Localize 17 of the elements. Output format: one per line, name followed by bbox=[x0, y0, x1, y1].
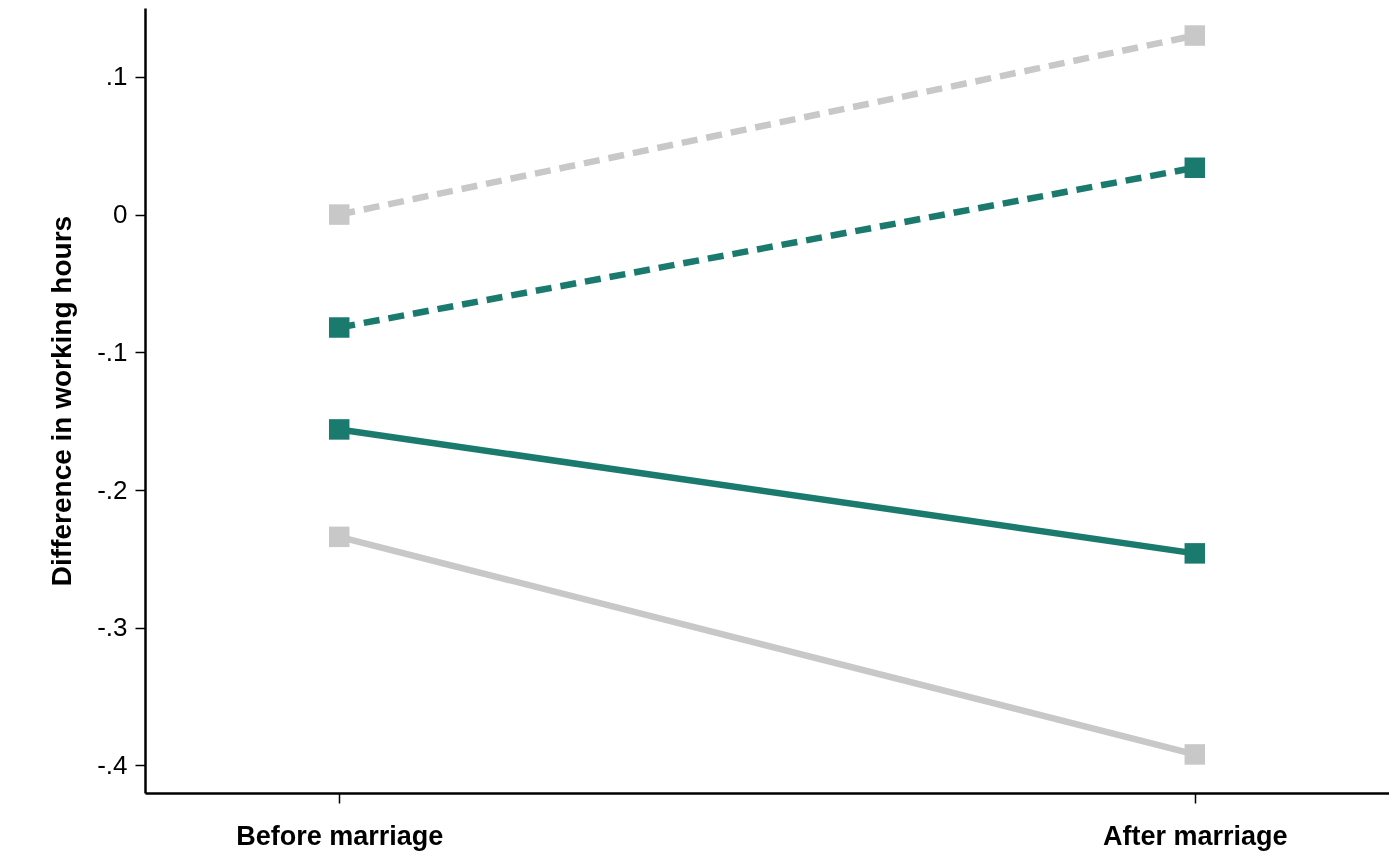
point bbox=[1184, 157, 1206, 178]
y-tick-label: 0 bbox=[113, 199, 128, 230]
point bbox=[328, 419, 350, 440]
y-axis-title: Difference in working hours bbox=[46, 215, 78, 587]
y-tick-label: -.2 bbox=[97, 474, 128, 505]
point bbox=[328, 204, 350, 225]
y-tick-label: -.4 bbox=[97, 749, 128, 780]
point bbox=[328, 317, 350, 338]
y-tick-label: -.1 bbox=[97, 336, 128, 367]
point bbox=[1184, 25, 1206, 46]
point bbox=[328, 526, 350, 548]
x-tick-label: Before marriage bbox=[236, 820, 444, 851]
x-tick-label: After marriage bbox=[1103, 820, 1288, 851]
point bbox=[1184, 744, 1206, 765]
y-tick-label: .1 bbox=[105, 61, 128, 92]
point bbox=[1184, 543, 1206, 564]
y-tick-label: -.3 bbox=[97, 612, 128, 643]
